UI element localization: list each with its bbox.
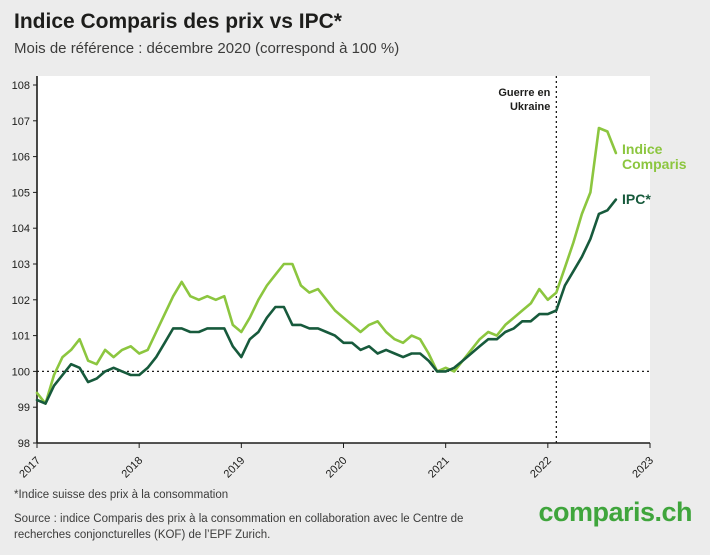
- x-tick-label: 2023: [630, 455, 656, 481]
- y-tick-label: 104: [12, 223, 30, 235]
- legend-ipc: IPC*: [622, 191, 651, 207]
- war-annotation-line2: Ukraine: [510, 101, 550, 113]
- y-tick-label: 105: [12, 187, 30, 199]
- x-tick-label: 2021: [426, 455, 452, 481]
- y-tick-label: 108: [12, 80, 30, 92]
- footnote: *Indice suisse des prix à la consommatio…: [14, 489, 229, 501]
- chart-area: Guerre en Ukraine 98 99 100 101 102 103 104 105 10…: [0, 70, 710, 485]
- footer: *Indice suisse des prix à la consommatio…: [0, 485, 710, 553]
- series-line-indice-comparis: [35, 126, 618, 405]
- y-tick-label: 103: [12, 259, 30, 271]
- legend-indice-comparis: Indice: [622, 141, 663, 157]
- series-line-ipc: [35, 198, 618, 405]
- chart-title: Indice Comparis des prix vs IPC*: [14, 10, 342, 33]
- x-tick-label: 2018: [119, 455, 145, 481]
- y-tick-label: 101: [12, 331, 30, 343]
- comparis-logo: comparis.ch: [538, 497, 692, 527]
- y-tick-label: 102: [12, 295, 30, 307]
- x-tick-label: 2017: [17, 455, 43, 481]
- y-tick-label: 98: [18, 438, 30, 450]
- war-annotation-line1: Guerre en: [498, 87, 550, 99]
- legend-indice-comparis: Comparis: [622, 156, 687, 172]
- y-tick-label: 99: [18, 402, 30, 414]
- x-tick-label: 2019: [222, 455, 248, 481]
- x-tick-label: 2022: [528, 455, 554, 481]
- source-note: Source : indice Comparis des prix à la c…: [14, 513, 464, 541]
- y-tick-label: 107: [12, 116, 30, 128]
- plot-background: [37, 76, 650, 443]
- y-tick-label: 100: [12, 366, 30, 378]
- x-tick-label: 2020: [324, 455, 350, 481]
- chart-subtitle: Mois de référence : décembre 2020 (corre…: [14, 40, 400, 58]
- chart-header: Indice Comparis des prix vs IPC* Mois de…: [0, 0, 710, 70]
- line-chart-canvas: Guerre en Ukraine 98 99 100 101 102 103 104 105 10…: [12, 76, 687, 481]
- y-tick-label: 106: [12, 152, 30, 164]
